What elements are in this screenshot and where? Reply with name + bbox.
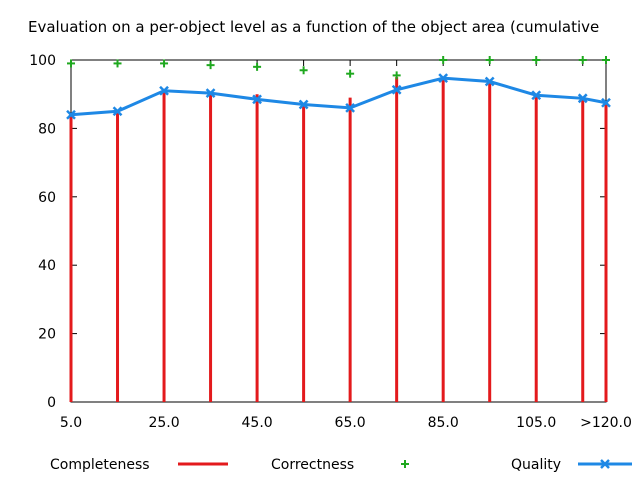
quality-line [70,76,607,117]
quality-point [205,88,216,99]
quality-point-b [577,93,588,104]
x-tick-label: 85.0 [428,415,459,431]
y-tick-label: 80 [38,121,56,137]
x-tick-label: 45.0 [242,415,273,431]
x-tick-label: 25.0 [148,415,179,431]
quality-point-b [345,102,356,113]
quality-point [66,109,76,120]
quality-point-b [531,90,542,101]
correctness-point [602,56,610,64]
correctness-point [206,61,215,70]
y-tick-label: 60 [38,190,56,206]
correctness-point [299,66,308,75]
correctness-point [160,59,169,68]
legend-swatch-quality-b [600,459,610,469]
legend: Completeness Correctness Quality [50,457,632,473]
plot-area: 0 20 40 60 80 100 5.0 25.0 45.0 65.0 85.0 105.0 >120… [29,53,632,431]
quality-point [345,102,356,113]
legend-swatch-correctness [401,460,409,468]
quality-point-b [205,88,216,99]
correctness-point [253,62,262,71]
plot-border [70,59,607,403]
quality-point-b [438,73,449,84]
correctness-point [113,59,122,68]
quality-point [484,76,495,87]
quality-point-b [252,94,262,105]
quality-point [601,97,611,108]
x-tick-label: 65.0 [335,415,366,431]
correctness-point [67,59,75,68]
quality-point-b [391,84,402,95]
quality-point [298,99,309,110]
x-tick-label: 105.0 [516,415,556,431]
legend-swatch-quality-marker [600,459,610,469]
quality-point [391,84,402,95]
y-tick-label: 100 [29,53,56,69]
y-tick-label: 0 [47,395,56,411]
correctness-point [439,56,448,64]
correctness-point [532,56,541,64]
quality-point-b [298,99,309,110]
legend-label-correctness: Correctness [271,457,354,473]
quality-point-b [484,76,495,87]
quality-point [531,90,542,101]
y-tick-label: 20 [38,327,56,343]
quality-point [577,93,588,104]
quality-point-b [112,106,123,117]
quality-point [252,94,262,105]
correctness-point [392,71,401,80]
x-tick-label: 5.0 [60,415,82,431]
correctness-point [485,56,494,64]
quality-point [438,73,449,84]
correctness-point [346,69,355,78]
quality-point-b [159,85,169,96]
correctness-point [578,56,587,64]
quality-point-b [601,97,611,108]
quality-point [112,106,123,117]
chart-title: Evaluation on a per-object level as a fu… [28,18,599,36]
legend-label-completeness: Completeness [50,457,150,473]
legend-label-quality: Quality [511,457,561,473]
quality-point [159,85,169,96]
quality-point-b [66,109,76,120]
x-tick-label: >120.0 [580,415,632,431]
y-tick-label: 40 [38,258,56,274]
